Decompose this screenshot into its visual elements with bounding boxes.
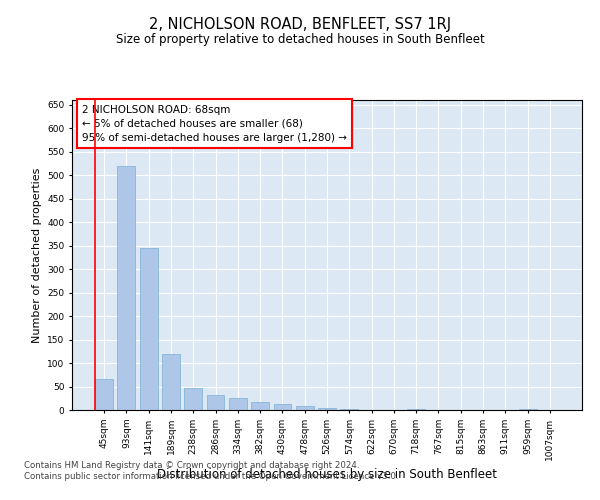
X-axis label: Distribution of detached houses by size in South Benfleet: Distribution of detached houses by size … [157,468,497,481]
Bar [296,406,314,410]
Text: Size of property relative to detached houses in South Benfleet: Size of property relative to detached ho… [116,32,484,46]
Y-axis label: Number of detached properties: Number of detached properties [32,168,41,342]
Bar [518,409,536,410]
Bar [95,380,113,410]
Bar [274,404,292,410]
Text: 2, NICHOLSON ROAD, BENFLEET, SS7 1RJ: 2, NICHOLSON ROAD, BENFLEET, SS7 1RJ [149,18,451,32]
Text: 2 NICHOLSON ROAD: 68sqm
← 5% of detached houses are smaller (68)
95% of semi-det: 2 NICHOLSON ROAD: 68sqm ← 5% of detached… [82,104,347,142]
Bar [251,402,269,410]
Bar [407,409,425,410]
Bar [206,395,224,410]
Bar [318,408,336,410]
Text: Contains HM Land Registry data © Crown copyright and database right 2024.: Contains HM Land Registry data © Crown c… [24,460,359,469]
Bar [340,409,358,410]
Bar [140,248,158,410]
Text: Contains public sector information licensed under the Open Government Licence v3: Contains public sector information licen… [24,472,398,481]
Bar [162,354,180,410]
Bar [184,388,202,410]
Bar [229,398,247,410]
Bar [118,166,136,410]
